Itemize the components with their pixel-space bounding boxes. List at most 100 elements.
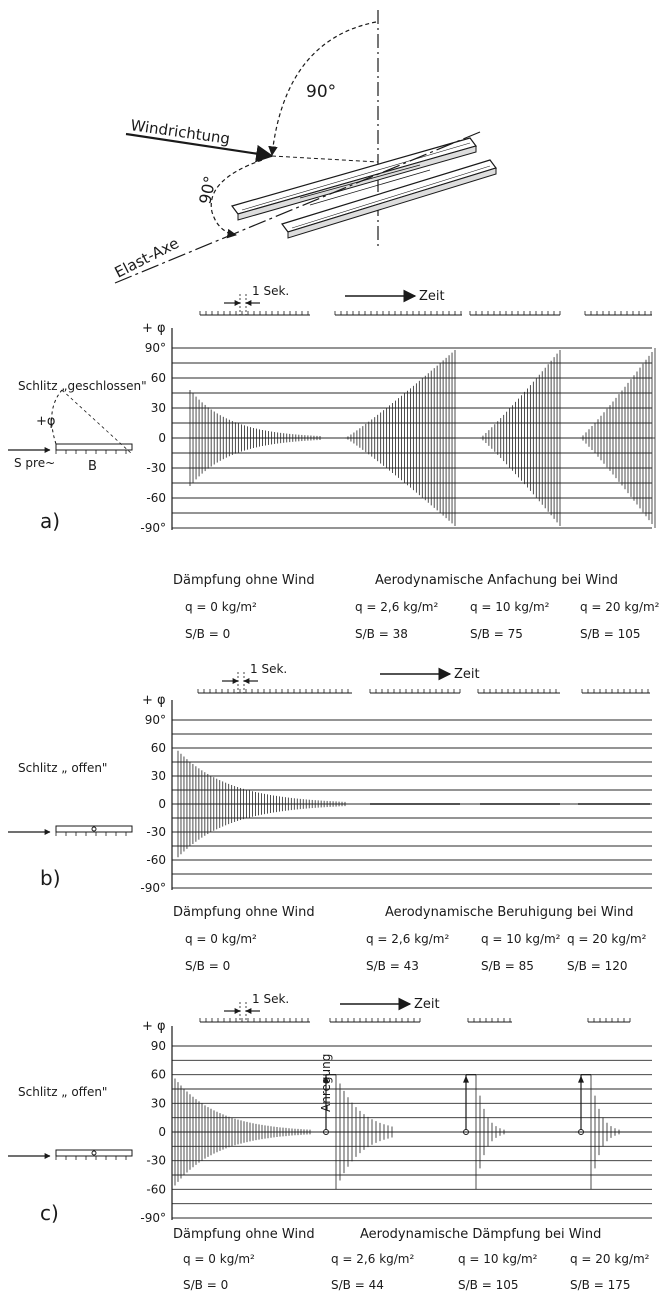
slot-marker [91, 1150, 97, 1156]
arc-90-top [268, 21, 377, 156]
y-tick-label: -90° [140, 521, 166, 535]
y-axis-label: + φ [142, 693, 166, 708]
sb-value-label: S/B = 105 [458, 1278, 518, 1292]
excitation-arrowhead [463, 1075, 469, 1083]
y-tick-label: -60 [146, 491, 166, 505]
time-rulers: 1 Sek. Zeit [199, 284, 652, 316]
time-rulers: 1 Sek. Zeit [199, 992, 631, 1023]
y-tick-label: -30 [146, 1154, 166, 1168]
y-tick-label: -30 [146, 825, 166, 839]
series-trace-4 [575, 1074, 650, 1190]
excitation-arrowhead [578, 1075, 584, 1083]
time-label: Zeit [419, 289, 445, 304]
y-tick-label: 60 [151, 741, 166, 755]
y-tick-label: 90° [145, 713, 166, 727]
q-value-label: q = 20 kg/m² [580, 600, 660, 614]
y-tick-label: -60 [146, 853, 166, 867]
elastic-axis-line [114, 131, 481, 284]
elastic-axis-label: Elast-Axe [112, 234, 182, 282]
sb-value-label: S/B = 0 [185, 627, 230, 641]
panel-label: a) [40, 509, 60, 533]
time-label: Zeit [414, 997, 440, 1012]
arc-90-side [210, 159, 263, 239]
y-tick-label: 60 [151, 371, 166, 385]
right-caption: Aerodynamische Anfachung bei Wind [375, 573, 618, 588]
q-value-label: q = 20 kg/m² [567, 932, 647, 946]
right-caption: Aerodynamische Beruhigung bei Wind [385, 905, 634, 920]
y-tick-label: 30 [151, 401, 166, 415]
sb-value-label: S/B = 120 [567, 959, 627, 973]
q-value-label: q = 2,6 kg/m² [366, 932, 449, 946]
captions: Dämpfung ohne Wind Aerodynamische Beruhig… [173, 905, 647, 973]
time-label: Zeit [454, 667, 480, 682]
panel-b: + φ 90° 60 30 0 -30 -60 -90° 1 Sek. Zeit Schlitz „… [8, 662, 652, 973]
q-value-label: q = 20 kg/m² [570, 1252, 650, 1266]
y-tick-label: -30 [146, 461, 166, 475]
series-trace-3 [460, 1074, 560, 1190]
series-trace-2 [345, 350, 456, 526]
angle-label-side: 90° [195, 174, 219, 206]
captions: Dämpfung ohne Wind Aerodynamische Anfachu… [173, 573, 660, 641]
bridge-girders [230, 137, 497, 239]
s-label: S pre~ [14, 456, 55, 470]
slot-state-label: Schlitz „ offen" [18, 761, 107, 775]
y-tick-label: 60 [151, 1068, 166, 1082]
left-caption: Dämpfung ohne Wind [173, 573, 315, 588]
y-tick-label: 90° [145, 341, 166, 355]
y-axis-label: + φ [142, 321, 166, 336]
panel-label: b) [40, 866, 61, 890]
wind-arrow [125, 132, 274, 163]
side-section: Schlitz „ offen" c) [8, 1085, 133, 1225]
slot-state-label: Schlitz „ offen" [18, 1085, 107, 1099]
series-trace-1 [171, 1074, 311, 1190]
q-value-label: q = 10 kg/m² [458, 1252, 538, 1266]
sb-value-label: S/B = 38 [355, 627, 408, 641]
sb-value-label: S/B = 0 [183, 1278, 228, 1292]
one-second-label: 1 Sek. [252, 284, 289, 298]
panel-label: c) [40, 1201, 59, 1225]
series-trace-1 [177, 750, 346, 858]
time-rulers: 1 Sek. Zeit [197, 662, 650, 694]
b-label: B [88, 459, 97, 474]
rotation-arc [51, 389, 63, 445]
sb-value-label: S/B = 85 [481, 959, 534, 973]
side-section: Schlitz „geschlossen" +φ S pre~ Ba) [8, 379, 147, 533]
side-section: Schlitz „ offen" b) [8, 761, 133, 890]
y-tick-label: 90 [151, 1039, 166, 1053]
annotation-excitation: Anregung [319, 1054, 333, 1112]
left-caption: Dämpfung ohne Wind [173, 1227, 315, 1242]
captions: Dämpfung ohne Wind Aerodynamische Dämpfun… [173, 1227, 650, 1292]
y-tick-label: -90° [140, 881, 166, 895]
slot-state-label: Schlitz „geschlossen" [18, 379, 147, 393]
q-value-label: q = 0 kg/m² [183, 1252, 255, 1266]
right-caption: Aerodynamische Dämpfung bei Wind [360, 1227, 601, 1242]
q-value-label: q = 0 kg/m² [185, 600, 257, 614]
one-second-label: 1 Sek. [250, 662, 287, 676]
y-tick-label: 0 [158, 797, 166, 811]
excitation-arrowhead [323, 1075, 329, 1083]
phi-label: +φ [36, 414, 55, 429]
cross-section [55, 443, 133, 451]
series-trace-3 [480, 350, 561, 526]
y-tick-label: 30 [151, 769, 166, 783]
y-axis-label: + φ [142, 1019, 166, 1034]
panel-a: + φ 90° 60 30 0 -30 -60 -90° 1 Sek. Zeit Schlitz „… [8, 284, 660, 641]
one-second-label: 1 Sek. [252, 992, 289, 1006]
y-tick-label: 30 [151, 1096, 166, 1110]
q-value-label: q = 10 kg/m² [470, 600, 550, 614]
series-trace-1 [189, 390, 321, 486]
y-tick-label: -60 [146, 1182, 166, 1196]
q-value-label: q = 2,6 kg/m² [355, 600, 438, 614]
q-value-label: q = 10 kg/m² [481, 932, 561, 946]
wind-dashed-continuation [271, 155, 379, 163]
sb-value-label: S/B = 0 [185, 959, 230, 973]
angle-label-top: 90° [306, 82, 336, 102]
panels: + φ 90° 60 30 0 -30 -60 -90° 1 Sek. Zeit Schlitz „… [8, 284, 660, 1292]
left-caption: Dämpfung ohne Wind [173, 905, 315, 920]
y-tick-label: 0 [158, 1125, 166, 1139]
sb-value-label: S/B = 43 [366, 959, 419, 973]
top-sketch: 90° Windrichtung 90° Elast-Axe [112, 10, 497, 284]
sb-value-label: S/B = 44 [331, 1278, 384, 1292]
q-value-label: q = 0 kg/m² [185, 932, 257, 946]
